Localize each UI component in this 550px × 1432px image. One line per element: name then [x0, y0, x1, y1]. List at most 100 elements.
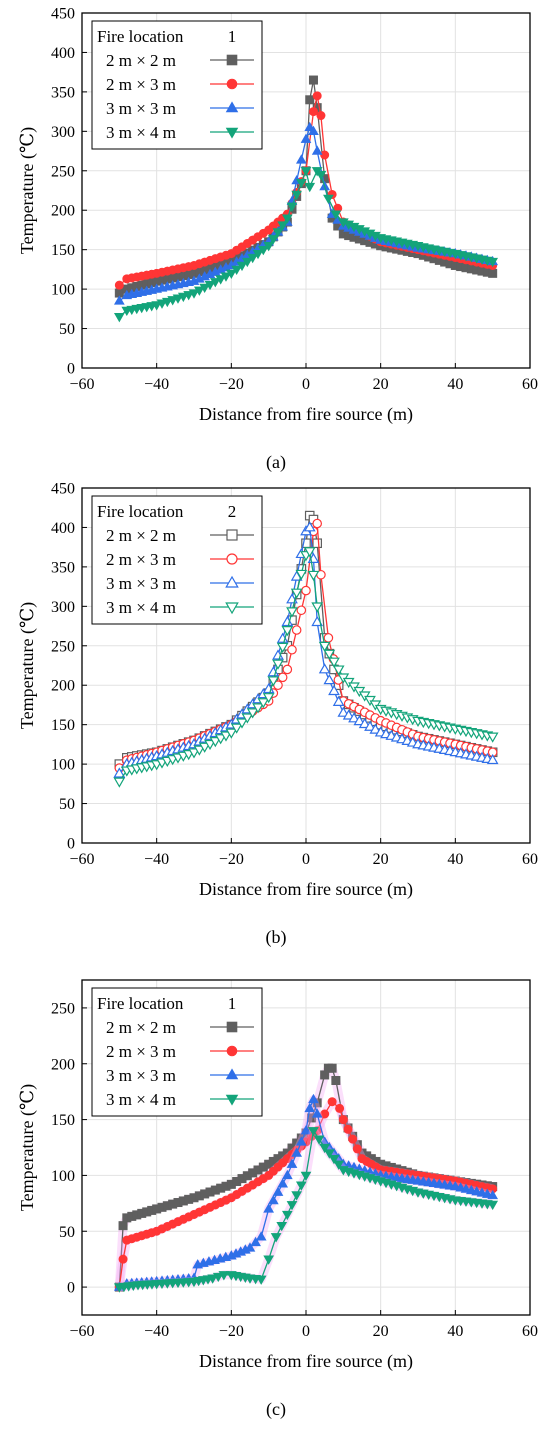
y-tick-label: 50: [59, 1224, 75, 1241]
data-point: [225, 269, 237, 279]
axes: −60 −40 −20 0 20 40 60 0 50 100 150 200 250 300 350 400…: [51, 481, 538, 869]
x-tick-label: 0: [302, 1323, 310, 1340]
y-tick-label: 200: [51, 203, 75, 220]
x-tick-label: −60: [69, 851, 94, 868]
legend-label: 2 m × 3 m: [106, 1042, 176, 1061]
data-point: [220, 731, 232, 742]
chart-panel-a: −60 −40 −20 0 20 40 60 0 50 100 150 200 250 300 350 400…: [0, 0, 550, 475]
data-point: [488, 268, 498, 278]
y-tick-label: 400: [51, 520, 75, 537]
legend-label: 3 m × 4 m: [106, 598, 176, 617]
data-point: [319, 1143, 331, 1154]
data-point: [348, 712, 360, 723]
x-tick-label: 40: [447, 851, 463, 868]
data-point: [113, 313, 125, 323]
data-point: [236, 718, 248, 729]
data-point: [212, 1272, 224, 1283]
data-point: [301, 585, 311, 596]
data-point: [247, 253, 259, 264]
data-point: [296, 605, 307, 616]
data-point: [250, 1236, 261, 1247]
data-point: [287, 644, 297, 655]
y-tick-label: 200: [51, 678, 75, 695]
legend-marker: [226, 553, 238, 565]
data-point: [331, 1076, 341, 1086]
x-tick-label: −40: [144, 851, 169, 868]
data-point: [291, 1147, 303, 1157]
legend-label: 3 m × 3 m: [106, 99, 176, 118]
legend-label: 2 m × 3 m: [106, 75, 176, 94]
series-3-m-4-m: [113, 547, 499, 788]
data-point: [193, 745, 206, 756]
y-tick-label: 0: [67, 836, 75, 853]
data-point: [281, 626, 294, 637]
data-point: [272, 228, 284, 238]
legend-item-3-m-4-m: 3 m × 4 m: [106, 598, 254, 617]
y-tick-label: 300: [51, 599, 75, 616]
legend-label: 2 m × 2 m: [106, 526, 176, 545]
x-tick-label: −40: [144, 376, 169, 393]
legend-label: 3 m × 3 m: [106, 574, 176, 593]
data-point: [272, 1186, 284, 1196]
data-point: [255, 1275, 267, 1285]
data-point: [308, 107, 318, 117]
y-tick-label: 450: [51, 6, 75, 23]
x-tick-label: −60: [69, 376, 94, 393]
legend-item-2-m-3-m: 2 m × 3 m: [106, 550, 254, 569]
data-point: [304, 1102, 316, 1113]
legend-label: 3 m × 3 m: [106, 1066, 176, 1085]
data-point: [358, 717, 371, 729]
x-tick-label: 0: [302, 851, 310, 868]
data-point: [320, 150, 330, 160]
data-point: [323, 633, 334, 643]
data-point: [270, 1233, 282, 1243]
data-point: [328, 1155, 340, 1165]
x-tick-label: 40: [447, 376, 463, 393]
data-point: [215, 275, 227, 285]
data-point: [291, 190, 303, 201]
chart-a: −60 −40 −20 0 20 40 60 0 50 100 150 200 250 300 350 400…: [17, 6, 538, 474]
x-tick-label: 0: [302, 376, 310, 393]
data-point: [282, 664, 293, 675]
legend-marker: [226, 529, 238, 541]
data-point: [295, 1136, 307, 1146]
x-tick-label: 60: [522, 376, 538, 393]
data-point: [276, 642, 289, 654]
y-tick-label: 150: [51, 717, 75, 734]
x-tick-label: −20: [219, 851, 244, 868]
chart-c: −60 −40 −20 0 20 40 60 0 50 100 150 200 250 Distance …: [17, 979, 538, 1420]
data-point: [252, 249, 264, 260]
legend-label: 2 m × 2 m: [106, 51, 176, 70]
legend-item-3-m-3-m: 3 m × 3 m: [106, 1066, 254, 1085]
legend-item-2-m-3-m: 2 m × 3 m: [106, 75, 254, 94]
legend-item-3-m-3-m: 3 m × 3 m: [106, 99, 254, 118]
data-point: [318, 641, 331, 653]
legend-item-2-m-2-m: 2 m × 2 m: [106, 526, 254, 545]
data-point: [277, 1178, 289, 1188]
data-point: [352, 1144, 362, 1154]
data-point: [486, 732, 499, 743]
data-point: [113, 767, 126, 778]
legend-title: Fire location: [97, 27, 184, 46]
legend-fire-location-value: 1: [228, 994, 237, 1013]
plot-area: [113, 75, 499, 323]
x-axis-label: Distance from fire source (m): [199, 1351, 413, 1372]
x-axis-label: Distance from fire source (m): [199, 879, 413, 900]
data-point: [263, 242, 275, 252]
y-tick-label: 100: [51, 757, 75, 774]
data-point: [207, 1274, 219, 1284]
data-point: [486, 753, 499, 765]
data-point: [263, 1255, 275, 1265]
chart-panel-c: −60 −40 −20 0 20 40 60 0 50 100 150 200 250 Distance …: [0, 950, 550, 1432]
data-point: [318, 663, 331, 674]
x-tick-label: −40: [144, 1323, 169, 1340]
data-point: [487, 1189, 499, 1200]
legend: Fire location 2 2 m × 2 m 2 m × 3 m 3 m × 3 …: [91, 495, 263, 625]
plot-area: [113, 510, 499, 788]
x-tick-label: 20: [373, 376, 389, 393]
data-point: [188, 748, 200, 759]
data-point: [308, 125, 319, 135]
legend-title: Fire location: [97, 502, 184, 521]
data-point: [300, 133, 312, 143]
y-tick-label: 0: [67, 1280, 75, 1297]
